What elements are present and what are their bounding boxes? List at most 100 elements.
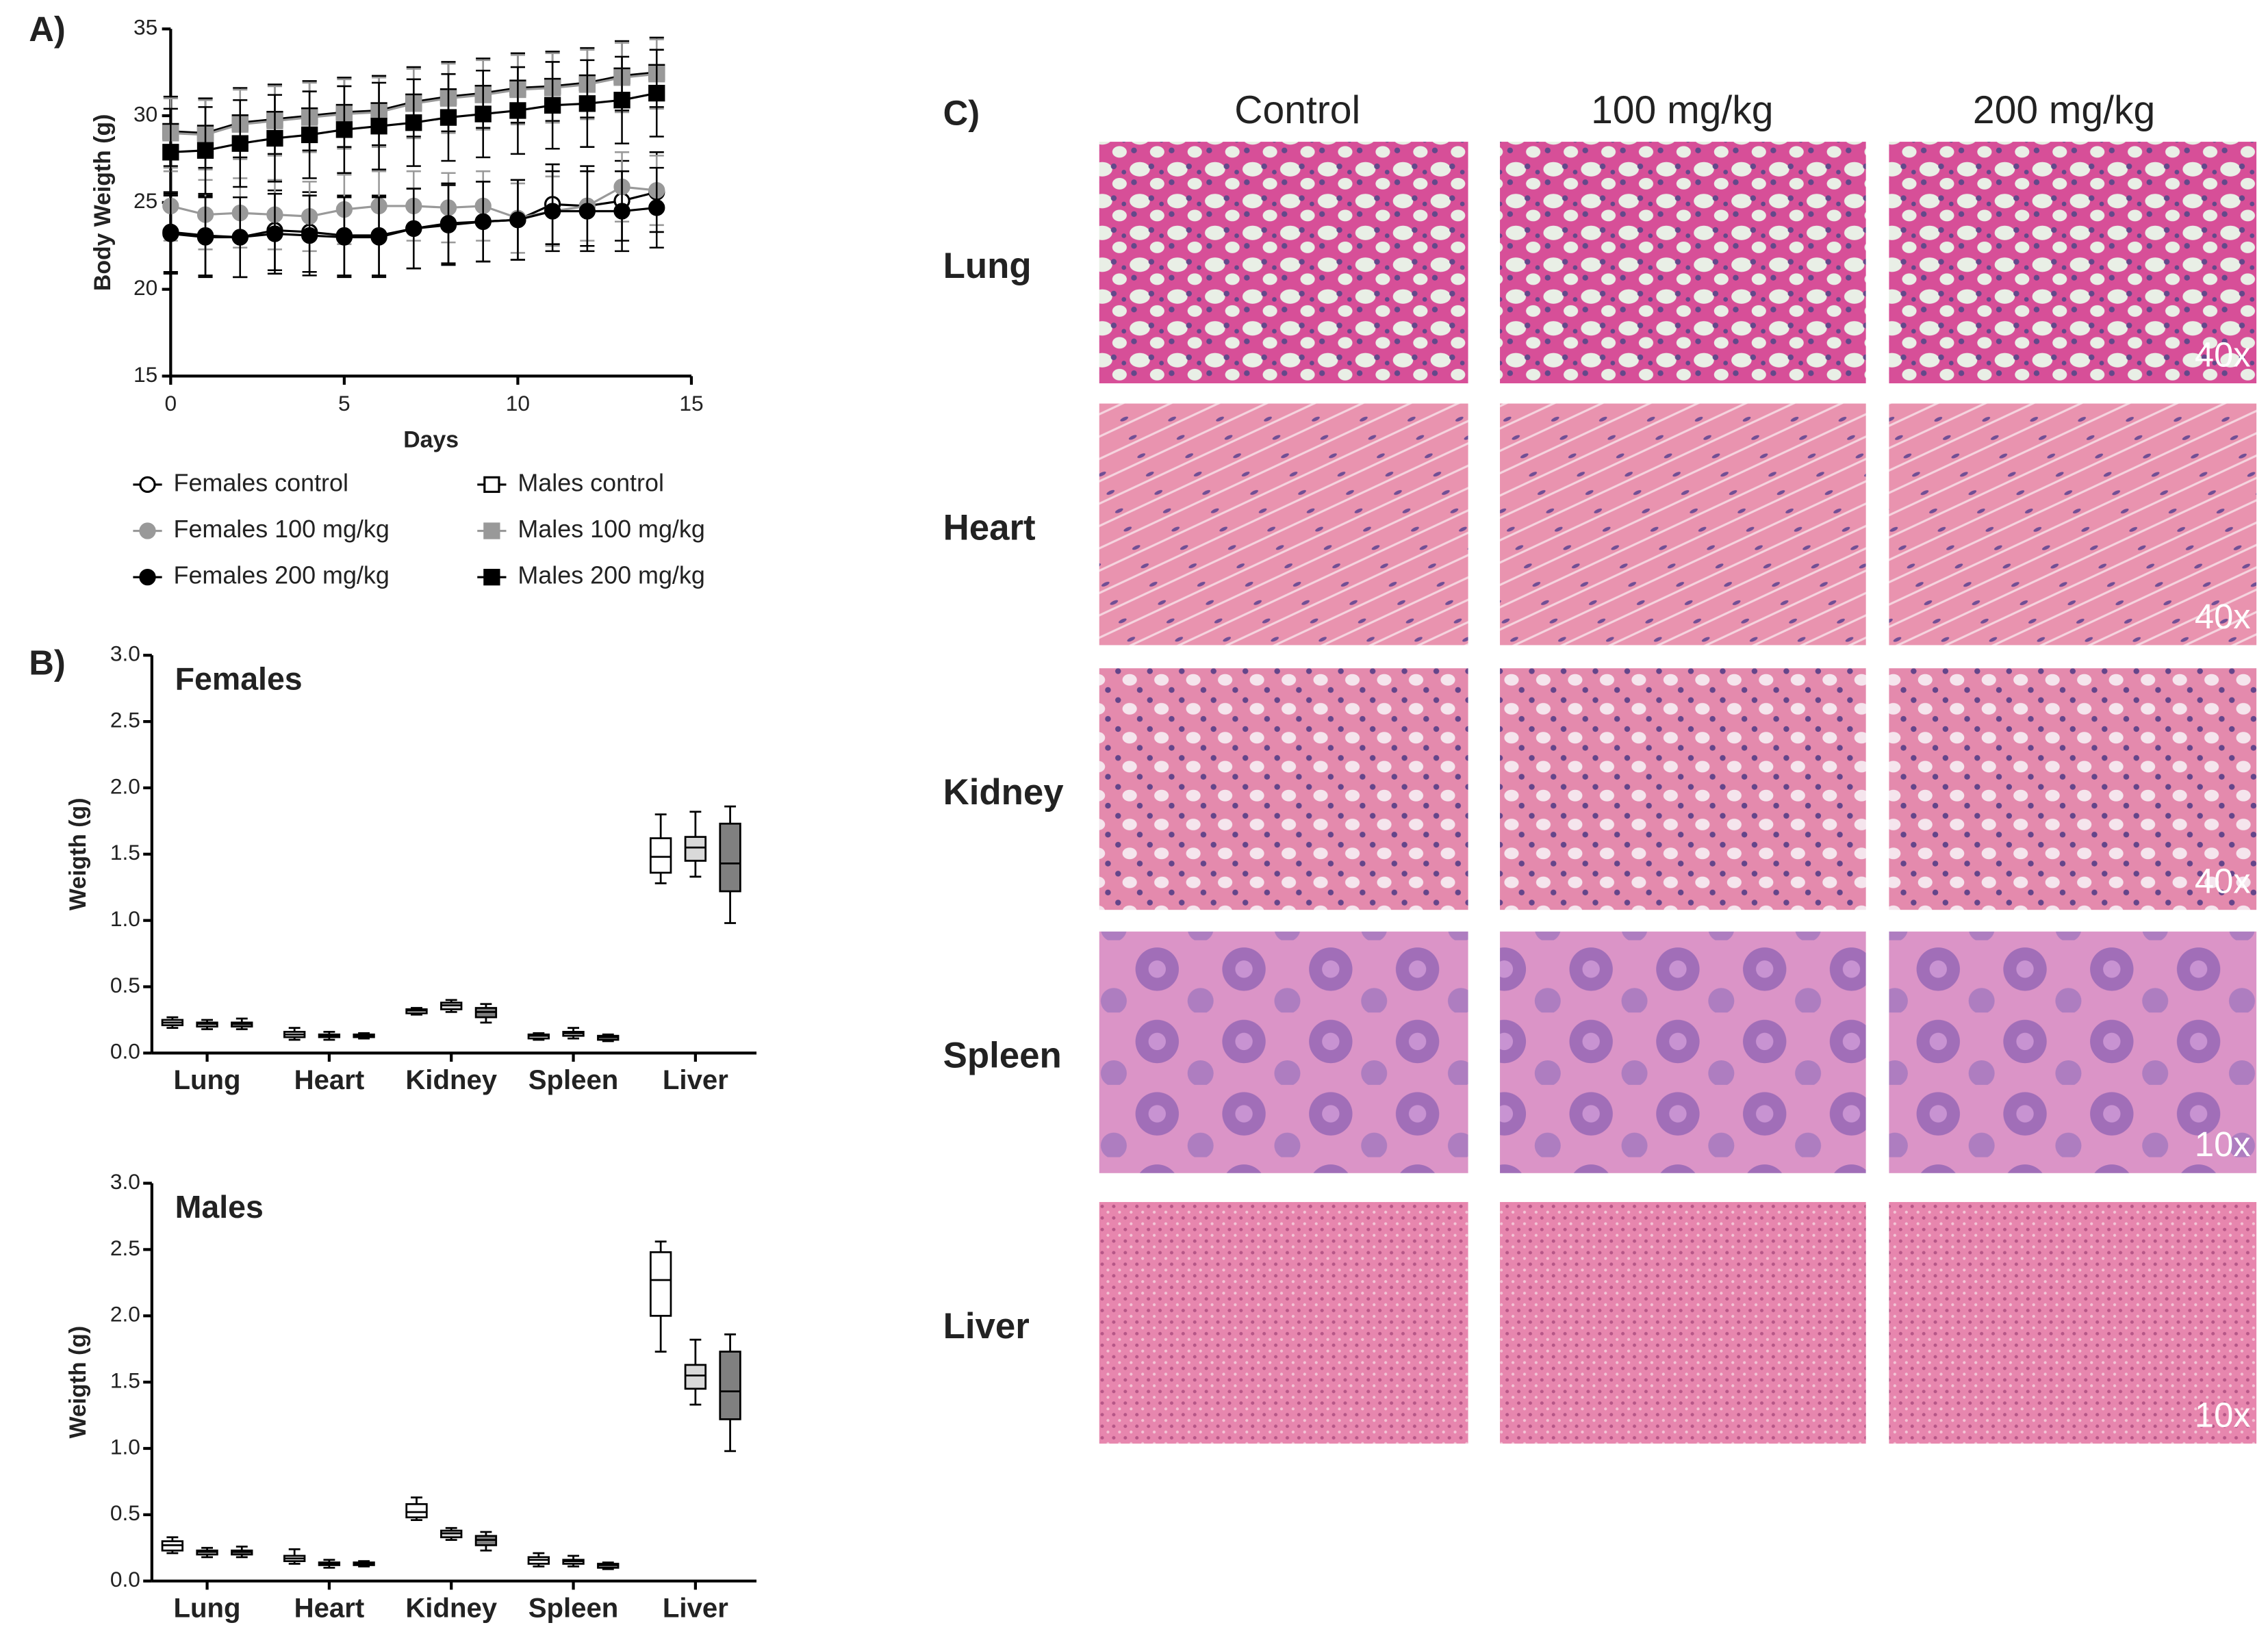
marker (509, 102, 526, 119)
y-tick-label: 25 (133, 188, 157, 213)
x-axis-title: Days (403, 426, 459, 452)
column-header: 100 mg/kg (1591, 88, 1773, 132)
x-tick-label: Spleen (528, 1064, 619, 1095)
y-axis-title: Weigth (g) (65, 1326, 91, 1439)
marker (266, 225, 283, 242)
box (650, 1251, 672, 1317)
x-tick-label: Liver (663, 1593, 728, 1624)
marker (335, 121, 353, 138)
x-tick-label: Kidney (405, 1064, 497, 1095)
y-tick-label: 3.0 (110, 1169, 140, 1194)
y-tick-label: 2.0 (110, 774, 140, 798)
marker (196, 142, 214, 159)
row-label: Lung (943, 246, 1032, 286)
legend-label: Males 200 mg/kg (518, 561, 704, 589)
y-tick-label: 0.5 (110, 1500, 140, 1525)
row-label: Liver (943, 1306, 1030, 1346)
chart-title: Females (175, 661, 303, 697)
panel-label: B) (29, 643, 66, 682)
x-tick-label: 0 (165, 391, 177, 416)
magnification: 10x (2195, 1395, 2251, 1434)
y-tick-label: 0.0 (110, 1039, 140, 1064)
marker (266, 129, 283, 147)
legend-label: Females 200 mg/kg (174, 561, 390, 589)
marker (648, 84, 665, 102)
box (650, 837, 672, 874)
histology-image (1889, 668, 2257, 910)
y-tick-label: 1.5 (110, 840, 140, 865)
row-label: Spleen (943, 1036, 1062, 1076)
column-header: 200 mg/kg (1973, 88, 2155, 132)
legend-marker (483, 568, 500, 586)
y-tick-label: 0.0 (110, 1567, 140, 1592)
marker (439, 215, 457, 232)
y-tick-label: 3.0 (110, 641, 140, 666)
histology-image (1889, 403, 2257, 645)
marker (231, 229, 249, 246)
histology-image (1889, 142, 2257, 383)
y-tick-label: 1.0 (110, 906, 140, 931)
y-tick-label: 15 (133, 362, 157, 387)
marker (613, 203, 630, 220)
x-tick-label: 10 (506, 391, 530, 416)
x-tick-label: 15 (679, 391, 703, 416)
histology-image (1500, 403, 1866, 645)
marker (196, 229, 214, 246)
marker (544, 203, 561, 220)
marker (578, 95, 596, 112)
x-tick-label: 5 (338, 391, 351, 416)
x-tick-label: Heart (294, 1064, 365, 1095)
y-tick-label: 1.5 (110, 1368, 140, 1392)
panel-label: C) (943, 93, 980, 132)
marker (578, 203, 596, 220)
marker (439, 109, 457, 126)
histology-image (1099, 668, 1468, 910)
histology-image (1500, 668, 1866, 910)
marker (613, 92, 630, 109)
y-axis-title: Body Weigth (g) (90, 114, 116, 291)
box (684, 836, 707, 862)
histology-image (1500, 1202, 1866, 1444)
magnification: 40x (2195, 597, 2251, 636)
chart-title: Males (175, 1189, 264, 1225)
marker (231, 135, 249, 152)
row-label: Heart (943, 507, 1036, 548)
legend-label: Females control (174, 468, 348, 496)
x-tick-label: Kidney (405, 1593, 497, 1624)
legend-marker (483, 522, 500, 539)
marker (509, 212, 526, 229)
histology-image (1099, 403, 1468, 645)
row-label: Kidney (943, 772, 1065, 813)
marker (474, 105, 492, 123)
x-tick-label: Spleen (528, 1593, 619, 1624)
y-tick-label: 30 (133, 101, 157, 126)
histology-image (1500, 931, 1866, 1173)
histology-image (1099, 931, 1468, 1173)
y-tick-label: 0.5 (110, 973, 140, 997)
y-tick-label: 2.5 (110, 707, 140, 732)
histology-image (1500, 142, 1866, 383)
marker (370, 229, 387, 246)
x-tick-label: Lung (174, 1064, 241, 1095)
x-tick-label: Heart (294, 1593, 365, 1624)
box (719, 1351, 741, 1420)
marker (405, 220, 422, 238)
marker (301, 227, 318, 244)
legend-marker (139, 522, 156, 539)
magnification: 40x (2195, 862, 2251, 901)
legend-label: Males 100 mg/kg (518, 515, 704, 543)
legend-marker (483, 476, 500, 494)
marker (370, 118, 387, 135)
legend-marker (139, 568, 156, 586)
histology-image (1889, 931, 2257, 1173)
marker (405, 114, 422, 131)
box (719, 822, 741, 893)
column-header: Control (1234, 88, 1360, 132)
x-tick-label: Liver (663, 1064, 728, 1095)
box (684, 1364, 707, 1390)
y-tick-label: 35 (133, 15, 157, 40)
panel-label: A) (29, 10, 66, 49)
marker (162, 144, 179, 161)
legend-marker (139, 476, 156, 494)
